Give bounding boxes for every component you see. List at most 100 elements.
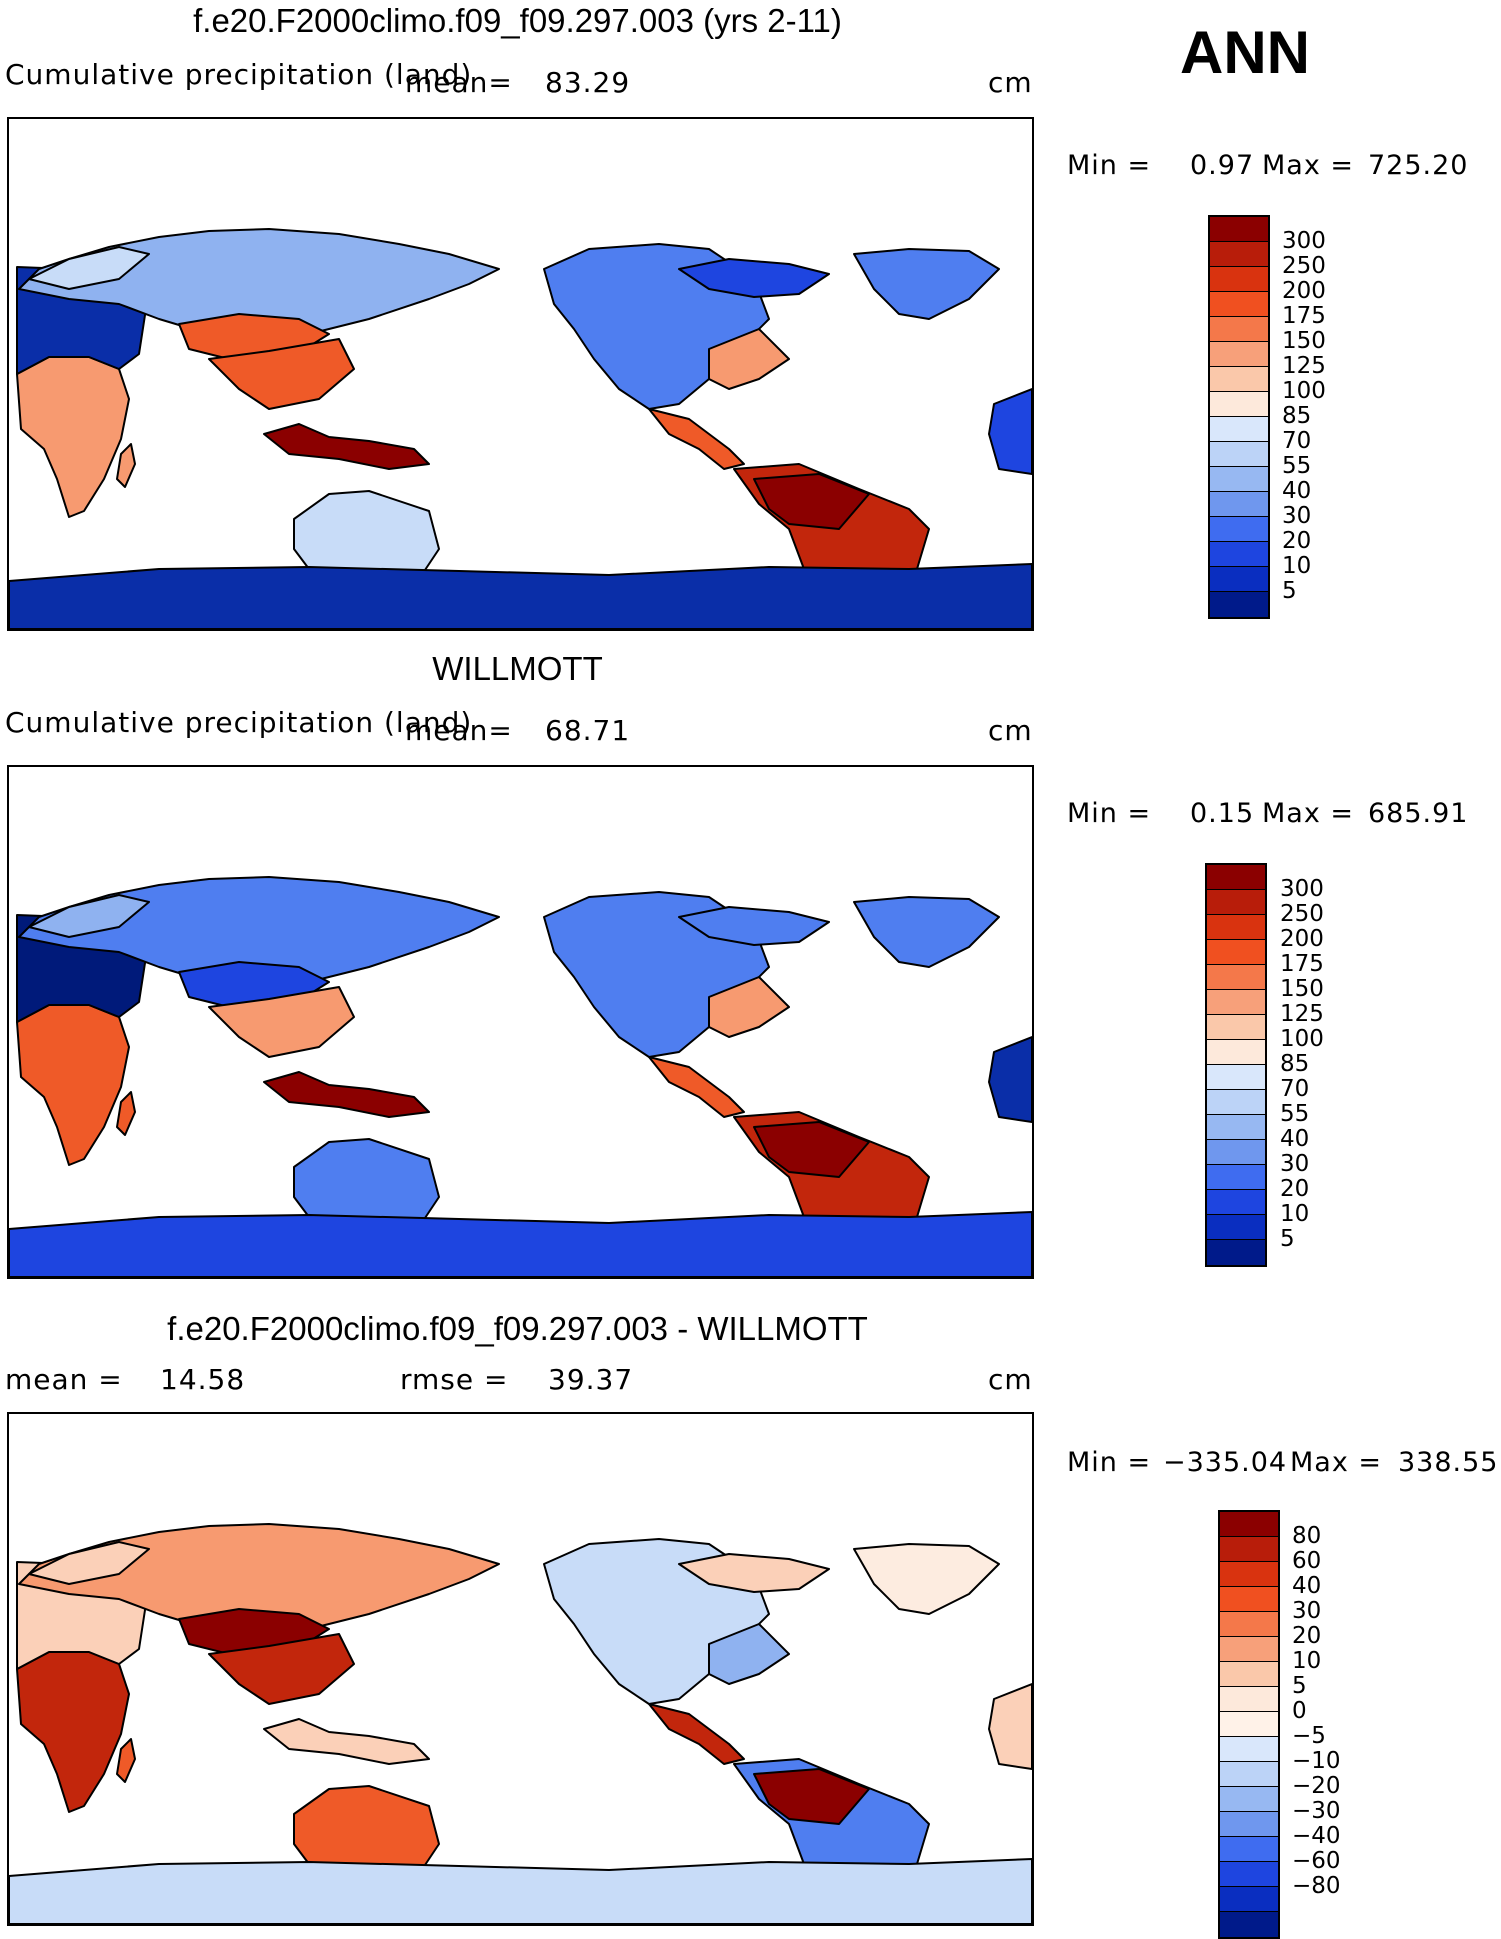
panel-2-colorbar	[1205, 863, 1267, 1267]
colorbar-segment	[1210, 492, 1268, 517]
colorbar-segment	[1210, 367, 1268, 392]
colorbar-tick-label: 200	[1282, 278, 1326, 304]
panel-3-max-value: 338.55	[1398, 1447, 1499, 1478]
panel-2-mean-value: 68.71	[545, 714, 631, 747]
panel-3-rmse-label: rmse =	[400, 1363, 509, 1396]
colorbar-segment	[1220, 1887, 1278, 1912]
season-label: ANN	[1180, 19, 1310, 86]
panel-1-max-label: Max =	[1262, 150, 1355, 181]
colorbar-tick-label: 250	[1280, 901, 1324, 927]
colorbar-segment	[1210, 417, 1268, 442]
colorbar-segment	[1220, 1787, 1278, 1812]
landmass-na-east	[708, 1623, 790, 1685]
colorbar-segment	[1207, 965, 1265, 990]
colorbar-segment	[1220, 1512, 1278, 1537]
colorbar-segment	[1210, 517, 1268, 542]
panel-3-mean-value: 14.58	[160, 1363, 246, 1396]
landmass-south-asia	[208, 338, 355, 410]
panel-1-min-value: 0.97	[1190, 150, 1255, 181]
colorbar-tick-label: 175	[1280, 951, 1324, 977]
landmass-africa	[16, 356, 130, 518]
colorbar-tick-label: 55	[1282, 453, 1312, 479]
panel-3-colorbar	[1218, 1510, 1280, 1939]
colorbar-tick-label: 10	[1282, 553, 1312, 579]
colorbar-segment	[1207, 1090, 1265, 1115]
colorbar-tick-label: 20	[1280, 1176, 1310, 1202]
panel-3-min-value: −335.04	[1163, 1447, 1288, 1478]
landmass-amazon	[753, 1768, 870, 1825]
colorbar-tick-label: 200	[1280, 926, 1324, 952]
colorbar-tick-label: 250	[1282, 253, 1326, 279]
landmass-greenland	[853, 248, 1000, 320]
panel-3-units: cm	[988, 1363, 1033, 1396]
panel-1-variable-label: Cumulative precipitation (land)	[5, 58, 473, 91]
colorbar-segment	[1210, 317, 1268, 342]
colorbar-tick-label: 300	[1280, 876, 1324, 902]
colorbar-segment	[1220, 1612, 1278, 1637]
colorbar-segment	[1220, 1862, 1278, 1887]
colorbar-tick-label: 30	[1282, 503, 1312, 529]
panel-2-max-value: 685.91	[1368, 798, 1469, 829]
landmass-west-africa-edge	[988, 388, 1032, 475]
landmass-africa	[16, 1004, 130, 1166]
panel-1-mean-value: 83.29	[545, 66, 631, 99]
landmass-south-asia	[208, 1633, 355, 1705]
colorbar-segment	[1207, 1140, 1265, 1165]
colorbar-tick-label: 100	[1282, 378, 1326, 404]
colorbar-segment	[1207, 890, 1265, 915]
colorbar-segment	[1210, 217, 1268, 242]
colorbar-tick-label: −10	[1292, 1748, 1341, 1774]
colorbar-tick-label: 20	[1292, 1623, 1322, 1649]
landmass-canada-arctic	[678, 1553, 830, 1593]
colorbar-tick-label: 150	[1282, 328, 1326, 354]
landmass-antarctica	[9, 1858, 1032, 1924]
landmass-madagascar	[116, 443, 136, 488]
landmass-northern-eu	[28, 1541, 150, 1585]
panel-2-min-value: 0.15	[1190, 798, 1255, 829]
colorbar-segment	[1207, 990, 1265, 1015]
landmass-na-east	[708, 976, 790, 1038]
colorbar-segment	[1210, 542, 1268, 567]
colorbar-tick-label: −60	[1292, 1848, 1341, 1874]
colorbar-tick-label: 70	[1280, 1076, 1310, 1102]
panel-3-min-label: Min =	[1067, 1447, 1152, 1478]
colorbar-segment	[1220, 1537, 1278, 1562]
colorbar-tick-label: 10	[1280, 1201, 1310, 1227]
colorbar-tick-label: 30	[1292, 1598, 1322, 1624]
landmass-madagascar	[116, 1738, 136, 1783]
colorbar-segment	[1220, 1662, 1278, 1687]
colorbar-segment	[1207, 940, 1265, 965]
landmass-west-africa-edge	[988, 1683, 1032, 1770]
landmass-na-east	[708, 328, 790, 390]
colorbar-tick-label: 55	[1280, 1101, 1310, 1127]
panel-2-mean-label: mean=	[405, 714, 513, 747]
colorbar-segment	[1207, 1190, 1265, 1215]
colorbar-segment	[1207, 1115, 1265, 1140]
colorbar-segment	[1210, 592, 1268, 617]
colorbar-tick-label: 125	[1282, 353, 1326, 379]
colorbar-tick-label: 0	[1292, 1698, 1307, 1724]
colorbar-tick-label: 70	[1282, 428, 1312, 454]
colorbar-segment	[1220, 1637, 1278, 1662]
colorbar-tick-label: 5	[1280, 1226, 1295, 1252]
panel-2-max-label: Max =	[1262, 798, 1355, 829]
colorbar-segment	[1207, 1165, 1265, 1190]
colorbar-segment	[1220, 1762, 1278, 1787]
colorbar-tick-label: 10	[1292, 1648, 1322, 1674]
colorbar-tick-label: 5	[1282, 578, 1297, 604]
panel-1-min-label: Min =	[1067, 150, 1152, 181]
panel-2-map	[7, 765, 1034, 1279]
landmass-central-america	[648, 1056, 745, 1118]
colorbar-segment	[1220, 1687, 1278, 1712]
colorbar-segment	[1207, 865, 1265, 890]
landmass-greenland	[853, 1543, 1000, 1615]
landmass-canada-arctic	[678, 906, 830, 946]
panel-3-max-label: Max =	[1290, 1447, 1383, 1478]
colorbar-segment	[1210, 567, 1268, 592]
colorbar-tick-label: 30	[1280, 1151, 1310, 1177]
landmass-west-africa-edge	[988, 1036, 1032, 1123]
colorbar-segment	[1220, 1812, 1278, 1837]
colorbar-tick-label: −40	[1292, 1823, 1341, 1849]
panel-1-units: cm	[988, 66, 1033, 99]
colorbar-segment	[1220, 1587, 1278, 1612]
